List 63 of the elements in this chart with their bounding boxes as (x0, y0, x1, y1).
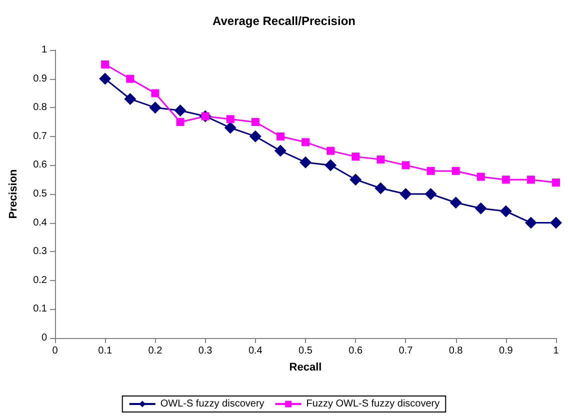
point (302, 138, 310, 146)
x-tick-label: 0.8 (448, 346, 464, 356)
y-tick-label: 0.4 (33, 217, 48, 228)
point (99, 72, 112, 85)
point (124, 92, 136, 105)
point (476, 172, 485, 181)
point (350, 174, 362, 186)
point (550, 216, 562, 229)
y-tick-label: 0.6 (33, 160, 48, 171)
x-tick-label: 1 (553, 346, 560, 356)
point (251, 118, 260, 126)
point (400, 188, 412, 200)
point (502, 176, 510, 184)
point (274, 144, 286, 157)
point (151, 89, 160, 98)
y-tick-label: 0 (41, 332, 48, 344)
x-axis-title: Recall (289, 362, 322, 374)
x-tick-label: 0 (52, 346, 58, 356)
point (224, 122, 236, 134)
point (174, 104, 186, 116)
x-tick-label: 0.7 (398, 346, 414, 356)
point (450, 196, 462, 209)
point (426, 166, 435, 175)
point (226, 115, 234, 124)
point (526, 176, 535, 184)
y-axis-title: Precision (8, 168, 20, 219)
x-tick-label: 0.5 (298, 346, 313, 356)
legend-label: Fuzzy OWL-S fuzzy discovery (306, 398, 440, 410)
point (176, 118, 184, 126)
y-tick-label: 0.3 (33, 246, 48, 258)
point (424, 188, 437, 200)
point (474, 202, 487, 214)
point (149, 102, 162, 114)
point (249, 130, 262, 142)
point (452, 166, 460, 175)
x-tick-label: 0.1 (98, 346, 112, 356)
y-tick-label: 0.5 (33, 188, 48, 200)
y-tick-label: 0.9 (33, 73, 48, 84)
x-tick-label: 0.4 (248, 346, 263, 356)
point (276, 132, 284, 140)
point (376, 155, 385, 164)
x-tick-label: 0.6 (348, 346, 363, 356)
point (374, 182, 387, 194)
point (402, 161, 410, 170)
y-tick-label: 0.8 (33, 102, 48, 114)
point (300, 156, 312, 168)
point (326, 146, 335, 155)
point (352, 152, 360, 161)
point (324, 159, 337, 172)
x-tick-label: 0.3 (198, 346, 213, 356)
y-tick-label: 0.7 (33, 130, 48, 142)
point (126, 74, 134, 83)
chart-title: Average Recall/Precision (212, 14, 356, 28)
x-tick-label: 0.2 (148, 346, 163, 356)
y-tick-label: 0.2 (33, 274, 48, 286)
y-tick-label: 1 (41, 44, 48, 56)
point (552, 178, 560, 186)
point (524, 216, 537, 229)
legend-label: OWL-S fuzzy discovery (160, 398, 264, 410)
point (500, 205, 512, 218)
x-tick-label: 0.9 (498, 346, 514, 356)
point (101, 60, 110, 68)
y-tick-label: 0.1 (33, 304, 48, 315)
